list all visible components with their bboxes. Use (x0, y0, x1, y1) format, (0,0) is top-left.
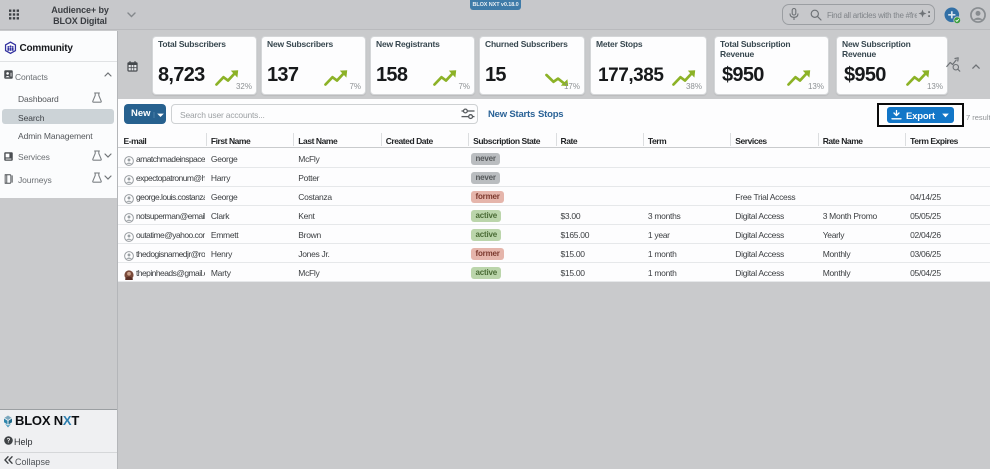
svg-text:?: ? (7, 439, 11, 445)
